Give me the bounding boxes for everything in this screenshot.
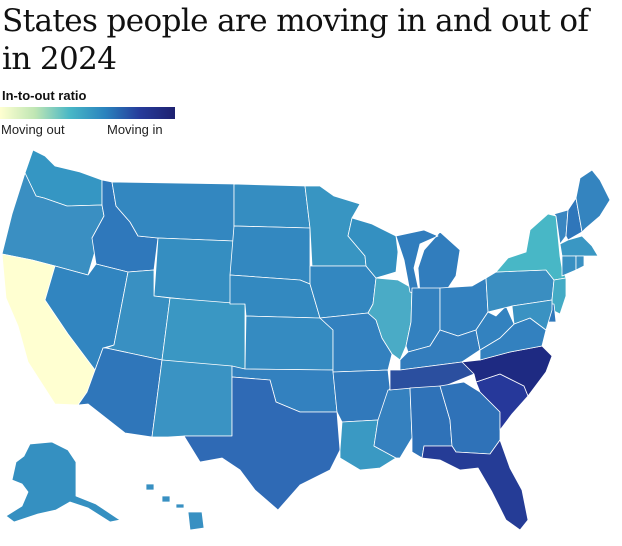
state-ks[interactable] [244,315,334,371]
state-wv[interactable] [475,305,515,351]
state-nh[interactable] [565,197,583,241]
state-vt[interactable] [553,209,569,245]
state-nm[interactable] [151,359,233,438]
state-sd[interactable] [229,225,311,285]
state-nv[interactable] [44,263,129,371]
state-ri[interactable] [575,255,585,271]
state-wi[interactable] [347,217,399,279]
state-md[interactable] [511,299,553,331]
state-ak[interactable] [5,441,121,523]
state-ia[interactable] [309,265,377,319]
legend-min-label: Moving out [1,122,65,137]
state-nd[interactable] [233,183,311,229]
legend-color-scale [0,107,175,119]
state-fl[interactable] [421,439,529,531]
state-ma[interactable] [559,235,599,257]
state-tx[interactable] [183,376,341,511]
legend-title: In-to-out ratio [2,88,87,103]
state-ny[interactable] [495,213,567,281]
state-wy[interactable] [153,237,235,305]
state-me[interactable] [575,169,611,233]
legend-max-label: Moving in [107,122,163,137]
page-title: States people are moving in and out of i… [2,3,589,77]
state-mi[interactable] [395,229,461,297]
state-ct[interactable] [561,255,577,277]
state-hi[interactable] [145,483,205,531]
state-co[interactable] [161,297,246,370]
